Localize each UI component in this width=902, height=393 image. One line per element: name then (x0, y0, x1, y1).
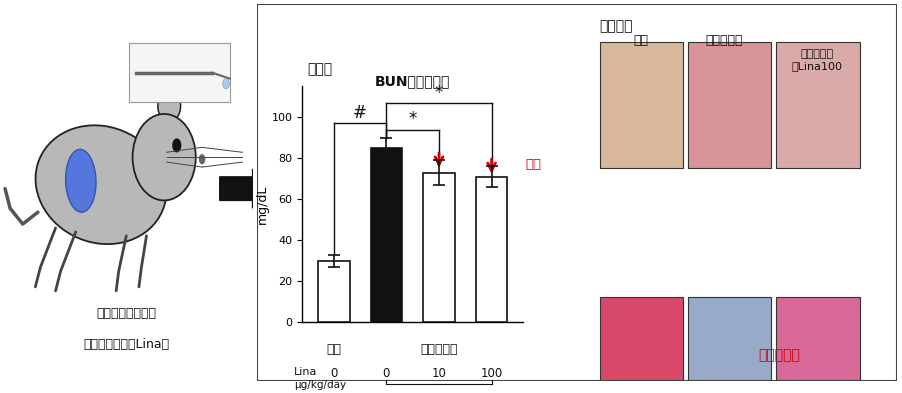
FancyBboxPatch shape (129, 43, 230, 102)
Text: 10: 10 (431, 367, 446, 380)
Ellipse shape (133, 114, 196, 200)
Circle shape (223, 79, 229, 89)
Text: 肾纤维化: 肾纤维化 (600, 19, 633, 33)
Text: *: * (435, 84, 443, 102)
Y-axis label: mg/dL: mg/dL (255, 185, 269, 224)
Text: Lina: Lina (294, 367, 318, 377)
Text: #: # (353, 105, 367, 122)
Bar (688, 298, 771, 393)
Text: 正常: 正常 (634, 34, 649, 47)
Ellipse shape (35, 125, 167, 244)
Circle shape (198, 154, 206, 164)
Bar (371, 148, 402, 322)
Text: 0: 0 (382, 367, 390, 380)
Text: *: * (409, 110, 417, 129)
Bar (688, 42, 771, 168)
Text: 正常: 正常 (327, 343, 341, 356)
Bar (600, 42, 683, 168)
Bar (777, 42, 860, 168)
Text: 0: 0 (330, 367, 337, 380)
Text: 改善: 改善 (526, 158, 542, 171)
Text: BUN：血尿素氮: BUN：血尿素氮 (375, 75, 450, 88)
Text: 100: 100 (481, 367, 502, 380)
Text: 肾功能衰竭
＋Lina100: 肾功能衰竭 ＋Lina100 (792, 49, 843, 71)
Text: 为肾功能衰竭小鼠: 为肾功能衰竭小鼠 (97, 307, 156, 320)
Text: μg/kg/day: μg/kg/day (294, 380, 346, 390)
Text: 肾功能衰竭: 肾功能衰竭 (706, 34, 743, 47)
Text: 投用利那洛肽（Lina）: 投用利那洛肽（Lina） (83, 338, 170, 351)
Text: 抑制纤维化: 抑制纤维化 (758, 348, 800, 362)
Ellipse shape (66, 149, 96, 212)
Text: 肾功能: 肾功能 (308, 62, 333, 76)
Text: 肾功能衰竭: 肾功能衰竭 (420, 343, 457, 356)
FancyArrow shape (220, 169, 262, 208)
Circle shape (172, 138, 181, 152)
Ellipse shape (158, 90, 180, 122)
Bar (777, 298, 860, 393)
Bar (423, 173, 455, 322)
Bar (476, 177, 508, 322)
Bar (318, 261, 349, 322)
Bar (600, 298, 683, 393)
